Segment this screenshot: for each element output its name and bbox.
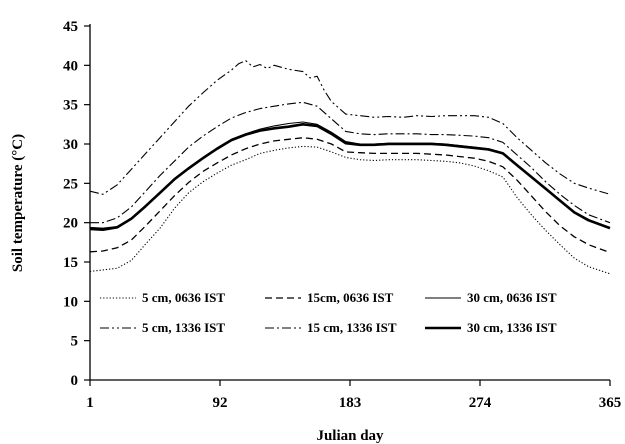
y-tick-label: 10 — [63, 294, 78, 310]
legend-entry-label: 30 cm, 0636 IST — [467, 290, 557, 305]
x-tick-label: 1 — [86, 395, 94, 411]
x-tick-label: 92 — [213, 395, 228, 411]
series-line — [89, 137, 611, 254]
y-tick-label: 45 — [63, 19, 78, 35]
x-tick-label: 365 — [599, 395, 622, 411]
x-axis-title: Julian day — [316, 428, 384, 444]
legend-entry-label: 30 cm, 1336 IST — [467, 320, 557, 335]
y-tick-label: 40 — [63, 58, 78, 74]
y-axis: 0 5 10 15 20 25 30 35 40 45 — [63, 19, 91, 389]
series-line — [89, 145, 611, 275]
legend-entry-label: 15 cm, 1336 IST — [307, 320, 397, 335]
legend-entry-label: 15cm, 0636 IST — [307, 290, 394, 305]
legend-entry-label: 5 cm, 0636 IST — [142, 290, 225, 305]
y-tick-label: 30 — [63, 137, 78, 153]
legend: 5 cm, 0636 IST 15cm, 0636 IST 30 cm, 0636 … — [100, 290, 557, 335]
x-tick-label: 183 — [339, 395, 362, 411]
y-tick-label: 0 — [71, 373, 79, 389]
x-axis: 1 92 183 274 365 — [86, 379, 622, 411]
series-line — [90, 101, 611, 224]
y-tick-label: 15 — [63, 255, 78, 271]
y-tick-label: 35 — [63, 98, 78, 114]
y-tick-label: 5 — [71, 334, 79, 350]
legend-entry-label: 5 cm, 1336 IST — [142, 320, 225, 335]
x-tick-label: 274 — [469, 395, 492, 411]
y-tick-label: 25 — [63, 176, 78, 192]
series-line — [89, 60, 611, 195]
y-axis-title: Soil temperature (°C) — [10, 134, 26, 272]
y-tick-label: 20 — [63, 216, 78, 232]
series-line — [89, 123, 611, 231]
series-lines — [89, 60, 611, 275]
series-line — [89, 121, 611, 229]
